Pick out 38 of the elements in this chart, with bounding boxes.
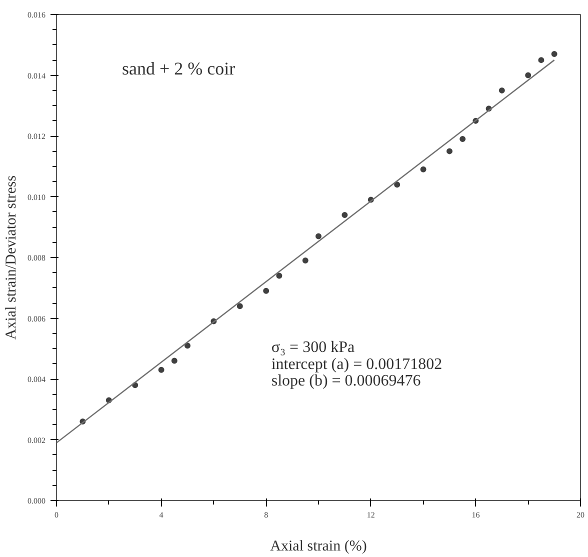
annotation: σ₃ = 300 kPa xyxy=(271,339,355,356)
point xyxy=(158,366,164,373)
annotation: intercept (a) = 0.00171802 xyxy=(271,356,442,373)
x-tick-label: 20 xyxy=(576,510,584,520)
point xyxy=(263,288,270,294)
point xyxy=(394,182,400,188)
point xyxy=(276,272,282,279)
x-tick-label: 16 xyxy=(472,510,480,520)
annotation: sand + 2 % coir xyxy=(122,58,236,78)
point xyxy=(236,303,243,310)
x-axis-title: Axial strain (%) xyxy=(270,538,367,554)
point xyxy=(551,50,558,57)
y-tick-label: 0.006 xyxy=(28,314,46,324)
point xyxy=(420,166,426,172)
point xyxy=(525,72,532,78)
point xyxy=(171,358,178,364)
x-tick-label: 4 xyxy=(159,510,164,520)
x-tick-label: 12 xyxy=(366,510,375,520)
point xyxy=(316,233,322,240)
point xyxy=(460,136,466,142)
y-tick-label: 0.004 xyxy=(28,375,46,384)
point xyxy=(446,148,452,154)
y-tick-label: 0.014 xyxy=(28,71,46,80)
point xyxy=(498,87,505,94)
point xyxy=(538,57,544,64)
point xyxy=(302,258,308,264)
y-tick-label: 0.010 xyxy=(28,192,46,202)
y-tick-label: 0.012 xyxy=(28,132,46,141)
annotation: slope (b) = 0.00069476 xyxy=(271,372,421,390)
y-tick-label: 0.016 xyxy=(28,10,46,20)
point xyxy=(184,342,190,349)
y-axis-title: Axial strain/Deviator stress xyxy=(4,175,20,340)
point xyxy=(342,212,348,218)
x-tick-label: 0 xyxy=(54,510,58,520)
y-tick-label: 0.002 xyxy=(28,436,46,445)
y-tick-label: 0.008 xyxy=(28,254,46,262)
x-tick-label: 8 xyxy=(264,510,268,520)
y-tick-label: 0.000 xyxy=(28,496,46,506)
